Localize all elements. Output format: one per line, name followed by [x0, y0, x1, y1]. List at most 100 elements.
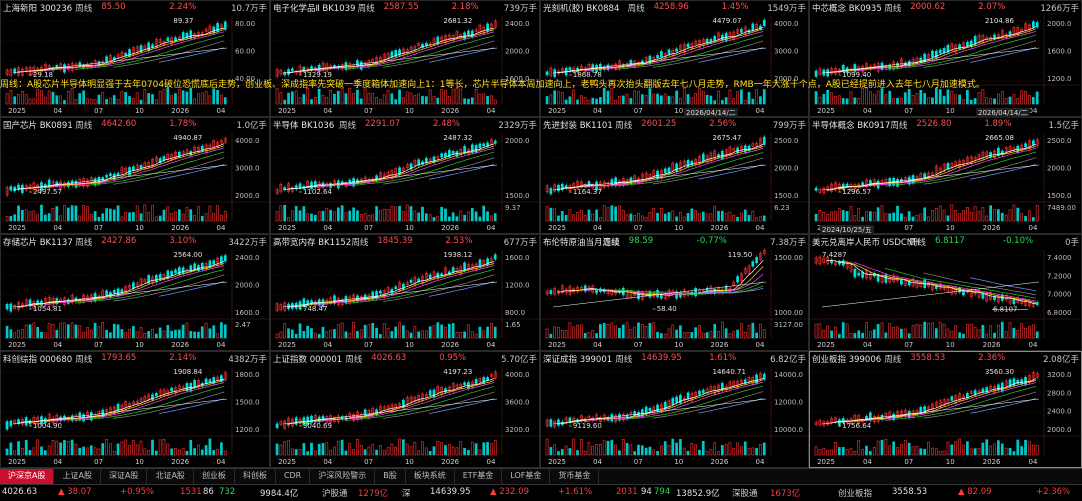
- candle: [405, 164, 409, 168]
- candle: [283, 72, 287, 76]
- chart-panel[interactable]: 半导体概念 BK0917 周线 2526.80 1.89% 1.5亿手 2665.08 12…: [809, 117, 1082, 234]
- high-price-label: 4479.07: [713, 17, 742, 25]
- volume-bar: [467, 449, 470, 456]
- candle: [762, 19, 766, 26]
- volume-bar: [474, 443, 478, 456]
- chart-panel[interactable]: 美元兑离岸人民币 USDCNH 周线 6.8117 -0.10% 0手 7.4287 6.8…: [809, 234, 1082, 351]
- chart-panel[interactable]: 电子化学品Ⅱ BK1039 周线 2587.55 2.18% 739万手 2681.32 1…: [270, 0, 540, 117]
- candle: [549, 419, 553, 427]
- candle: [640, 292, 644, 300]
- high-price-label: 4197.23: [443, 368, 472, 376]
- volume-bar: [973, 206, 977, 222]
- chart-panel[interactable]: 高带宽内存 BK1152 周线 1845.39 2.53% 677万手 1938.12 74…: [270, 234, 540, 351]
- x-axis-label: 04: [487, 341, 496, 349]
- sgt-label[interactable]: 深股通: [732, 489, 758, 499]
- volume-bar: [135, 205, 139, 222]
- moving-average-line: [568, 28, 764, 73]
- volume-bar: [633, 90, 637, 105]
- volume-bar: [51, 91, 55, 105]
- volume-bar: [962, 99, 965, 105]
- candle: [579, 181, 583, 188]
- market-tab[interactable]: 科创板: [235, 469, 276, 484]
- candle: [595, 289, 598, 294]
- volume-bar: [644, 216, 648, 222]
- moving-average-line: [159, 398, 225, 415]
- volume-bar: [386, 209, 390, 222]
- volume-bar: [208, 438, 212, 456]
- volume-bar: [21, 210, 24, 222]
- cyb-label[interactable]: 创业板指: [838, 489, 873, 499]
- volume-bar: [724, 443, 728, 456]
- chart-panel[interactable]: 国产芯片 BK0891 周线 4642.60 1.78% 1.0亿手 4940.87 249…: [0, 117, 270, 234]
- chart-panel[interactable]: 光刻机(胶) BK0884 周线 4258.96 1.45% 1549万手 4479.07…: [540, 0, 809, 117]
- chart-panel[interactable]: 科创综指 000680 周线 1793.65 2.14% 4382万手 1908.84 10…: [0, 351, 270, 468]
- volume-bar: [486, 442, 489, 456]
- market-tab[interactable]: B股: [375, 469, 406, 484]
- low-price-label: 1329.19: [303, 71, 332, 79]
- volume-bar: [147, 93, 151, 105]
- candle: [845, 183, 849, 187]
- chart-panel[interactable]: 上海新阳 300236 周线 85.50 2.24% 10.7万手 89.37 29.18 8…: [0, 0, 270, 117]
- volume-bar: [911, 216, 915, 222]
- y-axis-label: 14000.0: [774, 371, 803, 379]
- candle: [287, 69, 290, 75]
- candle: [166, 37, 170, 42]
- volume-bar: [989, 325, 993, 339]
- chart-panel[interactable]: 半导体 BK1036 周线 2291.07 2.48% 2329万手 2487.32 110…: [270, 117, 540, 234]
- volume-bar: [762, 442, 766, 456]
- volume-bar: [424, 213, 428, 222]
- volume-bar: [679, 439, 682, 456]
- market-tab[interactable]: 北证A股: [147, 469, 194, 484]
- market-tab[interactable]: 深证A股: [101, 469, 148, 484]
- market-tab[interactable]: 沪深风险警示: [310, 469, 376, 484]
- market-tab[interactable]: 板块系统: [406, 469, 455, 484]
- y-axis-label: 2400.0: [1047, 408, 1072, 416]
- moving-average-line: [344, 268, 495, 305]
- market-tab[interactable]: 创业板: [194, 469, 235, 484]
- volume-bar: [625, 322, 629, 339]
- volume-bar: [755, 332, 758, 339]
- candle: [204, 144, 208, 153]
- candle: [958, 393, 961, 401]
- crosshair-date-box: 2026/04/14/二: [976, 108, 1030, 118]
- chart-panel[interactable]: 存储芯片 BK1137 周线 2427.86 3.10% 3422万手 2564.00 10…: [0, 234, 270, 351]
- volume-bar: [969, 448, 973, 456]
- market-tab[interactable]: CDR: [276, 469, 311, 484]
- volume-bar: [591, 445, 595, 456]
- volume-bar: [705, 450, 709, 456]
- chart-panel[interactable]: 上证指数 000001 周线 4026.63 0.95% 5.70亿手 4197.23 30…: [270, 351, 540, 468]
- x-axis-label: 04: [217, 458, 226, 466]
- volume-bar: [275, 333, 279, 339]
- volume-bar: [74, 324, 78, 339]
- candle: [158, 39, 162, 43]
- x-axis-label: 2026: [710, 458, 728, 466]
- chart-panel[interactable]: 中芯概念 BK0935 周线 2000.62 2.07% 1266万手 2104.86 10…: [809, 0, 1082, 117]
- candle: [185, 383, 189, 392]
- market-tab[interactable]: 上证A股: [54, 469, 101, 484]
- candle: [367, 294, 371, 301]
- market-tab[interactable]: LOF基金: [502, 469, 551, 484]
- market-tab[interactable]: ETF基金: [455, 469, 503, 484]
- volume-bar: [28, 450, 32, 456]
- moving-average-line: [74, 151, 225, 187]
- chart-panel[interactable]: 创业板指 399006 周线 3558.53 2.36% 2.08亿手 3560.30 17…: [809, 351, 1082, 468]
- y-axis-label: 1600.0: [235, 309, 260, 317]
- candle: [997, 34, 1000, 38]
- volume-bar: [78, 93, 82, 105]
- candle: [344, 62, 348, 70]
- hgt-label[interactable]: 沪股通: [322, 489, 348, 499]
- candle: [482, 377, 486, 384]
- candle: [40, 416, 43, 424]
- chart-panel[interactable]: 深证成指 399001 周线 14639.95 1.61% 6.82亿手 14640.71…: [540, 351, 809, 468]
- volume-bar: [671, 210, 675, 222]
- chart-panel[interactable]: 先进封装 BK1101 周线 2601.25 2.56% 799万手 2675.47 116…: [540, 117, 809, 234]
- market-tab[interactable]: 沪深京A股: [0, 469, 55, 484]
- market-tab[interactable]: 货币基金: [550, 469, 600, 484]
- candle: [977, 34, 981, 44]
- volume-bar: [973, 327, 977, 339]
- volume-bar: [97, 448, 101, 456]
- y-axis-label: 1600.0: [505, 254, 530, 262]
- low-price-label: 1296.57: [842, 188, 871, 196]
- candle: [447, 149, 451, 158]
- chart-panel[interactable]: 布伦特原油当月连续 周线 98.59 -0.77% 7.38万手 119.50 58.40 1…: [540, 234, 809, 351]
